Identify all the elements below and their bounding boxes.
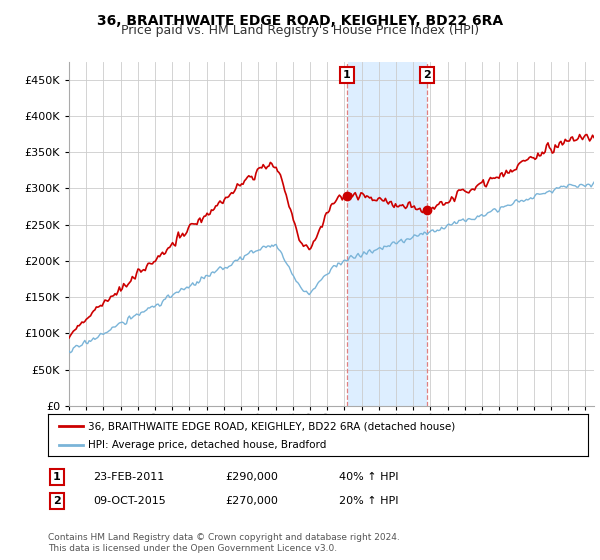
Text: 36, BRAITHWAITE EDGE ROAD, KEIGHLEY, BD22 6RA: 36, BRAITHWAITE EDGE ROAD, KEIGHLEY, BD2…: [97, 14, 503, 28]
Text: Price paid vs. HM Land Registry's House Price Index (HPI): Price paid vs. HM Land Registry's House …: [121, 24, 479, 37]
Text: 2: 2: [423, 71, 431, 81]
Text: HPI: Average price, detached house, Bradford: HPI: Average price, detached house, Brad…: [89, 440, 327, 450]
Text: 40% ↑ HPI: 40% ↑ HPI: [339, 472, 398, 482]
Text: 36, BRAITHWAITE EDGE ROAD, KEIGHLEY, BD22 6RA (detached house): 36, BRAITHWAITE EDGE ROAD, KEIGHLEY, BD2…: [89, 421, 456, 431]
Text: 2: 2: [53, 496, 61, 506]
Text: 23-FEB-2011: 23-FEB-2011: [93, 472, 164, 482]
Text: 20% ↑ HPI: 20% ↑ HPI: [339, 496, 398, 506]
Text: 1: 1: [53, 472, 61, 482]
Text: Contains HM Land Registry data © Crown copyright and database right 2024.
This d: Contains HM Land Registry data © Crown c…: [48, 533, 400, 553]
Text: 09-OCT-2015: 09-OCT-2015: [93, 496, 166, 506]
Text: £290,000: £290,000: [225, 472, 278, 482]
Text: £270,000: £270,000: [225, 496, 278, 506]
Text: 1: 1: [343, 71, 351, 81]
